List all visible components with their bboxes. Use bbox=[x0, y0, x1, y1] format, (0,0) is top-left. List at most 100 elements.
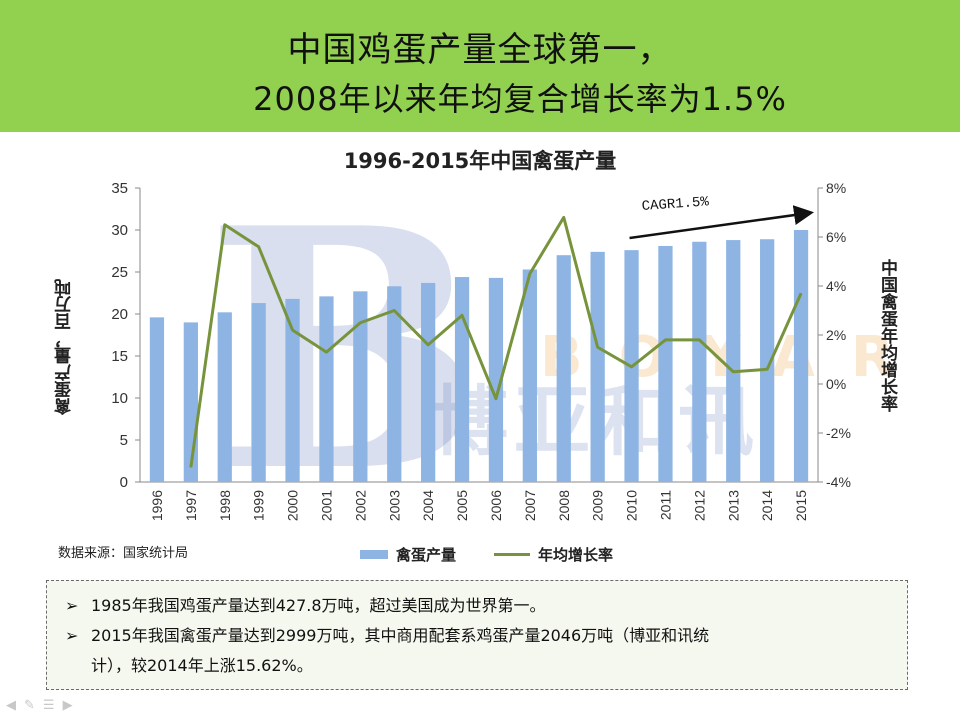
watermark-logo: B bbox=[205, 156, 484, 544]
y-tick-label-right: 0% bbox=[826, 376, 846, 392]
y-tick-label-right: -2% bbox=[826, 425, 851, 441]
bar bbox=[149, 317, 165, 482]
menu-icon[interactable]: ☰ bbox=[42, 698, 55, 713]
chart-title: 1996-2015年中国禽蛋产量 bbox=[343, 149, 617, 173]
y-tick-label-left: 20 bbox=[111, 306, 128, 323]
note-text: 2015年我国禽蛋产量达到2999万吨，其中商用配套系鸡蛋产量2046万吨（博亚… bbox=[91, 626, 710, 645]
growth-point bbox=[461, 314, 463, 316]
bar bbox=[692, 241, 707, 482]
x-tick-label: 2015 bbox=[793, 490, 809, 521]
y-tick-label-left: 5 bbox=[120, 432, 128, 449]
growth-point bbox=[258, 246, 260, 248]
notes-box: ➢ 1985年我国鸡蛋产量达到427.8万吨，超过美国成为世界第一。 ➢ 201… bbox=[46, 580, 908, 690]
note-text-continued: 计），较2014年上涨15.62%。 bbox=[91, 656, 313, 675]
y-tick-label-right: 2% bbox=[826, 327, 846, 343]
slide-nav[interactable]: ◀ ✎ ☰ ▶ bbox=[6, 698, 73, 713]
growth-point bbox=[597, 346, 599, 348]
pen-icon[interactable]: ✎ bbox=[24, 698, 35, 713]
legend-bar-swatch bbox=[360, 550, 388, 559]
y-tick-label-left: 30 bbox=[111, 222, 128, 239]
slide-title-line2: 2008年以来年均复合增长率为1.5% bbox=[253, 80, 787, 118]
x-tick-label: 2007 bbox=[522, 490, 538, 521]
legend-item-bar: 禽蛋产量 bbox=[396, 546, 457, 564]
x-tick-label: 2003 bbox=[386, 490, 402, 521]
x-tick-label: 2005 bbox=[454, 490, 470, 521]
next-slide-icon[interactable]: ▶ bbox=[62, 698, 73, 713]
bar bbox=[488, 277, 504, 482]
bar bbox=[353, 291, 368, 482]
x-tick-label: 2012 bbox=[691, 490, 707, 521]
bar bbox=[217, 312, 232, 482]
growth-point bbox=[427, 344, 429, 346]
chart-legend: 禽蛋产量 年均增长率 bbox=[360, 544, 613, 565]
bar bbox=[387, 286, 402, 482]
cagr-arrow bbox=[629, 205, 815, 240]
x-tick-label: 1996 bbox=[149, 490, 165, 521]
x-tick-label: 2008 bbox=[556, 490, 572, 521]
growth-point bbox=[190, 466, 192, 468]
bar bbox=[522, 269, 537, 482]
growth-point bbox=[800, 292, 802, 294]
bar bbox=[793, 230, 809, 482]
growth-point bbox=[732, 371, 734, 373]
x-tick-label: 2010 bbox=[624, 490, 640, 521]
y-tick-label-left: 15 bbox=[111, 348, 128, 365]
x-tick-label: 2002 bbox=[352, 490, 368, 521]
x-tick-label: 2009 bbox=[590, 490, 606, 521]
bar bbox=[556, 255, 571, 482]
growth-point bbox=[292, 329, 294, 331]
y-tick-label-right: 6% bbox=[826, 229, 846, 245]
cagr-label: CAGR1.5% bbox=[641, 194, 710, 215]
x-tick-label: 2013 bbox=[725, 490, 741, 521]
y-tick-label-right: 4% bbox=[826, 278, 846, 294]
bullet-arrow-icon: ➢ bbox=[65, 626, 79, 645]
data-source: 数据来源：国家统计局 bbox=[58, 546, 189, 561]
bar bbox=[251, 303, 266, 482]
bar bbox=[726, 240, 741, 482]
combo-chart: 0 5 10 15 20 25 30 35 -4% -2% 0% 2% 4% 6% 8% 1996 1997 19… bbox=[111, 180, 851, 521]
x-tick-label: 2001 bbox=[318, 490, 334, 521]
growth-point bbox=[393, 310, 395, 311]
growth-point bbox=[495, 398, 497, 400]
growth-point bbox=[224, 224, 226, 226]
bar bbox=[285, 298, 300, 482]
y-tick-label-right: -4% bbox=[826, 474, 851, 490]
x-tick-label: 1998 bbox=[217, 490, 233, 521]
bullet-arrow-icon: ➢ bbox=[65, 596, 79, 615]
x-tick-label: 2000 bbox=[285, 490, 301, 521]
y-tick-label-left: 25 bbox=[111, 264, 128, 281]
growth-point bbox=[563, 216, 565, 218]
bar bbox=[590, 251, 605, 482]
growth-point bbox=[529, 273, 531, 275]
x-tick-label: 1997 bbox=[183, 490, 199, 521]
y-tick-label-left: 10 bbox=[111, 390, 128, 407]
slide-title-line1: 中国鸡蛋产量全球第一， bbox=[287, 30, 673, 70]
growth-point bbox=[359, 322, 361, 324]
bar bbox=[658, 245, 673, 482]
x-tick-label: 1999 bbox=[251, 490, 267, 521]
growth-point bbox=[631, 366, 633, 368]
prev-slide-icon[interactable]: ◀ bbox=[6, 698, 16, 713]
y-tick-label-left: 35 bbox=[111, 180, 128, 197]
x-tick-label: 2006 bbox=[488, 490, 504, 521]
growth-point bbox=[664, 339, 666, 341]
bar bbox=[760, 239, 775, 482]
note-text: 1985年我国鸡蛋产量达到427.8万吨，超过美国成为世界第一。 bbox=[91, 596, 546, 615]
legend-item-line: 年均增长率 bbox=[538, 546, 614, 564]
y-tick-label-left: 0 bbox=[120, 474, 128, 491]
legend-line-swatch bbox=[494, 553, 531, 556]
note-item: ➢ 2015年我国禽蛋产量达到2999万吨，其中商用配套系鸡蛋产量2046万吨（… bbox=[65, 621, 907, 651]
x-tick-label: 2011 bbox=[657, 490, 673, 520]
bar bbox=[319, 296, 334, 482]
title-banner: 中国鸡蛋产量全球第一， 2008年以来年均复合增长率为1.5% bbox=[0, 0, 960, 132]
bar bbox=[454, 277, 470, 482]
y-axis-right-label: 中国禽蛋年均增长率 bbox=[877, 258, 897, 412]
growth-point bbox=[325, 351, 327, 353]
note-item: ➢ 1985年我国鸡蛋产量达到427.8万吨，超过美国成为世界第一。 bbox=[65, 591, 907, 621]
bar bbox=[421, 282, 436, 482]
y-axis-left-label: 禽蛋产量，百万吨 bbox=[55, 279, 75, 415]
growth-point bbox=[698, 339, 700, 341]
y-tick-label-right: 8% bbox=[826, 180, 846, 196]
growth-point bbox=[766, 368, 768, 370]
x-tick-label: 2014 bbox=[759, 490, 775, 521]
